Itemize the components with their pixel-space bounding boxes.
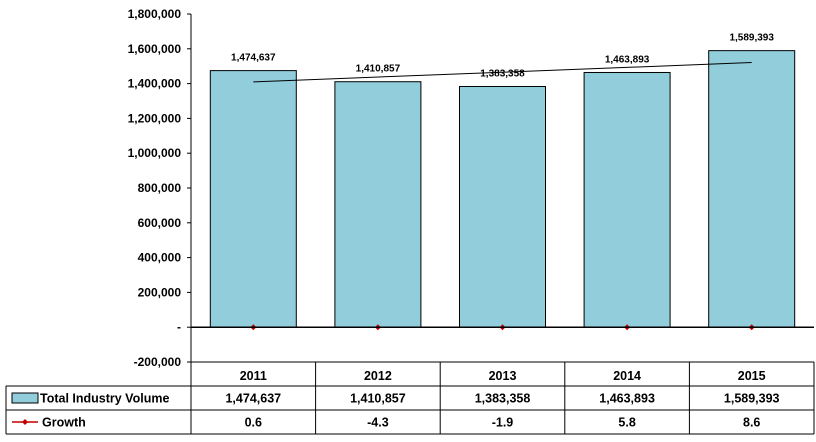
y-tick-label: -200,000 [134,355,182,369]
data-label-2012: 1,410,857 [356,64,401,75]
table-cell: -1.9 [492,416,514,430]
table-header-2012: 2012 [364,369,392,383]
table-cell: -4.3 [367,416,389,430]
table-cell: 1,589,393 [724,392,780,406]
legend-key-growth-marker [22,419,28,425]
table-header-2015: 2015 [738,369,766,383]
table-cell: 0.6 [245,416,262,430]
y-tick-label: 1,400,000 [128,77,182,91]
table-cell: 1,474,637 [225,392,281,406]
y-tick-label: 200,000 [138,285,182,299]
y-tick-label: 1,600,000 [128,42,182,56]
bar-2011 [209,70,297,328]
y-tick-label: 1,000,000 [128,146,182,160]
row-label-volume: Total Industry Volume [40,392,169,406]
table-cell: 1,463,893 [599,392,655,406]
trendline [253,62,752,83]
bar-2014 [583,71,671,328]
table-cell: 5.8 [618,416,635,430]
y-tick-label: 800,000 [138,181,182,195]
table-header-2013: 2013 [489,369,517,383]
data-label-2015: 1,589,393 [729,33,774,44]
bar-2012 [334,81,422,328]
data-label-2011: 1,474,637 [231,53,276,64]
y-tick-label: 1,200,000 [128,111,182,125]
table-header-2011: 2011 [240,369,267,383]
data-label-2013: 1,383,358 [480,68,525,79]
table-header-2014: 2014 [613,369,641,383]
y-tick-label: 600,000 [138,216,182,230]
y-tick-label: 400,000 [138,251,182,265]
table-cell: 1,410,857 [350,392,406,406]
y-tick-label: 1,800,000 [128,7,182,21]
table-cell: 1,383,358 [475,392,531,406]
bar-2013 [459,85,546,328]
y-tick-label: - [177,320,181,334]
table-cell: 8.6 [743,416,760,430]
data-label-2014: 1,463,893 [605,54,650,65]
bar-2015 [708,50,796,328]
row-label-growth: Growth [42,416,86,430]
legend-key-volume [11,392,39,404]
